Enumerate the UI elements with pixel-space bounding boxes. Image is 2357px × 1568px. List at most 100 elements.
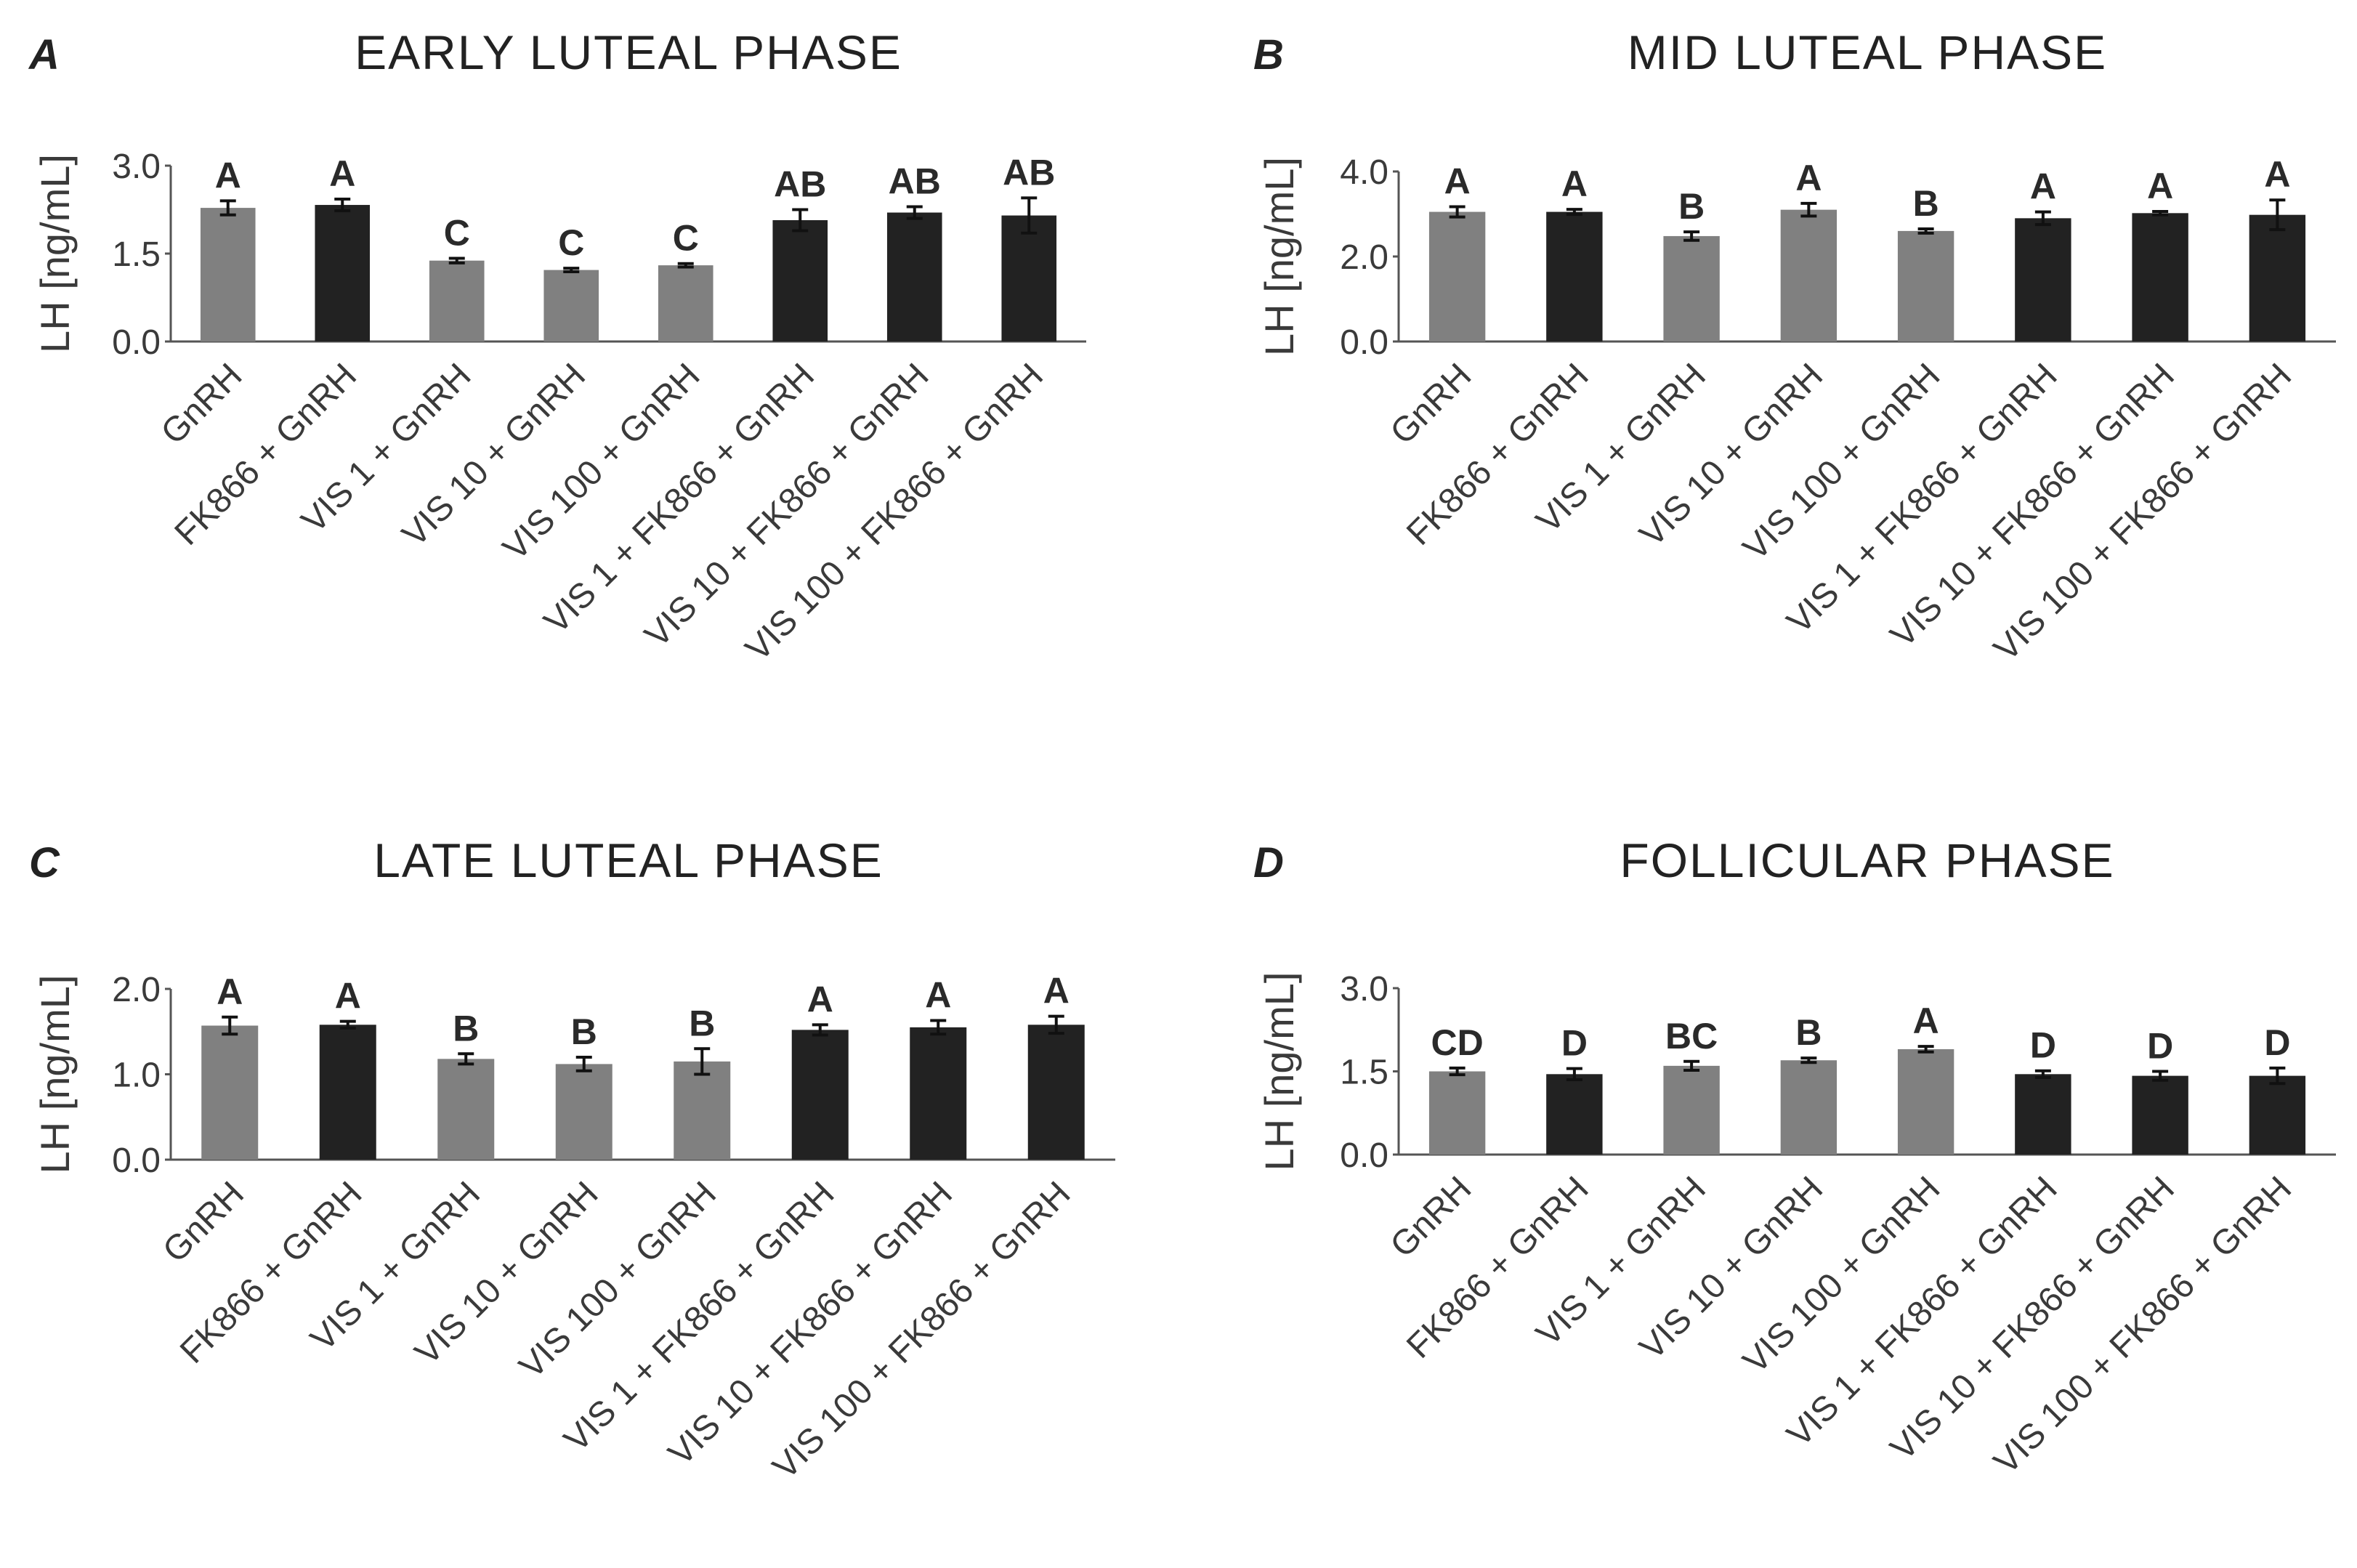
bar [2249, 214, 2306, 342]
error-bar [1449, 1066, 1465, 1077]
x-tick-label: VIS 100 + GnRH [1736, 356, 1947, 567]
x-tick-label: GnRH [155, 1174, 251, 1270]
y-tick-label: 1.5 [1340, 1054, 1388, 1092]
panel-c: C LATE LUTEAL PHASE LH [ng/mL] 0.0 1.0 2.0 A Gn… [29, 833, 1115, 1487]
significance-label: D [2147, 1026, 2173, 1067]
bar [2132, 1075, 2188, 1155]
bar [658, 265, 713, 342]
significance-label: A [925, 974, 951, 1015]
error-bar [1566, 1067, 1582, 1081]
y-tick-label: 0.0 [1340, 1136, 1388, 1175]
bar [1428, 211, 1486, 342]
bar [2249, 1075, 2306, 1155]
error-bar [1021, 196, 1038, 235]
bar [543, 270, 599, 342]
x-tick-label: GnRH [154, 356, 250, 452]
bar [1546, 1074, 1603, 1155]
significance-label: B [689, 1003, 715, 1043]
significance-label: BC [1665, 1016, 1718, 1056]
bar [437, 1059, 495, 1160]
significance-label: A [329, 153, 355, 194]
y-tick-label: 4.0 [1340, 153, 1388, 192]
bar [200, 208, 256, 342]
bar [1897, 1048, 1954, 1155]
significance-label: A [217, 971, 243, 1012]
bar [1780, 209, 1838, 342]
bar [886, 212, 942, 342]
panel-title: FOLLICULAR PHASE [1620, 833, 2114, 887]
significance-label: AB [889, 161, 941, 201]
y-tick-label: 3.0 [112, 147, 161, 186]
error-bar [792, 208, 809, 233]
x-tick-label: VIS 100 + GnRH [496, 356, 707, 567]
bar [674, 1061, 731, 1160]
significance-label: B [453, 1008, 479, 1048]
error-bar [219, 199, 236, 217]
y-tick-label: 0.0 [112, 1141, 161, 1180]
error-bar [2269, 198, 2286, 232]
bar [1780, 1060, 1838, 1155]
bar [910, 1027, 967, 1160]
error-bar [458, 1052, 474, 1066]
bar [2015, 1074, 2071, 1155]
error-bar [334, 197, 351, 213]
bar [1027, 1025, 1085, 1160]
error-bar [1048, 1014, 1064, 1035]
error-bar [575, 1056, 592, 1072]
significance-label: A [215, 155, 241, 195]
bar [1663, 235, 1720, 342]
significance-label: AB [1003, 152, 1055, 193]
error-bar [563, 267, 580, 274]
significance-label: A [1913, 1001, 1939, 1041]
panel-letter: C [29, 839, 60, 886]
panel-a: A EARLY LUTEAL PHASE LH [ng/mL] 0.0 1.5 3.0 A G… [28, 25, 1086, 668]
panel-letter: D [1253, 839, 1284, 886]
significance-label: CD [1431, 1022, 1484, 1063]
bar [429, 260, 485, 342]
significance-label: B [1795, 1012, 1822, 1053]
significance-label: AB [774, 164, 826, 205]
significance-label: C [444, 212, 470, 253]
error-bar [1917, 1045, 1934, 1054]
panel-letter: A [28, 31, 60, 78]
error-bar [1800, 201, 1817, 218]
bar [1001, 215, 1057, 342]
significance-label: A [2264, 154, 2290, 195]
significance-label: B [571, 1011, 597, 1052]
significance-label: B [1913, 183, 1939, 224]
bar [1663, 1065, 1720, 1155]
significance-label: A [2030, 166, 2056, 207]
significance-label: A [1795, 158, 1822, 198]
bar [1428, 1071, 1486, 1155]
error-bar [448, 256, 465, 264]
panel-title: EARLY LUTEAL PHASE [355, 25, 902, 79]
error-bar [1800, 1056, 1817, 1064]
significance-label: A [1043, 971, 1070, 1011]
error-bar [812, 1023, 828, 1037]
y-tick-label: 3.0 [1340, 970, 1388, 1009]
significance-label: A [1561, 163, 1588, 204]
y-axis-label: LH [ng/mL] [1256, 157, 1302, 356]
panel-b: B MID LUTEAL PHASE LH [ng/mL] 0.0 2.0 4.0 A GnR… [1253, 25, 2336, 668]
y-axis-label: LH [ng/mL] [1256, 972, 1302, 1171]
error-bar [1449, 205, 1465, 219]
bar [1546, 211, 1603, 342]
panel-title: LATE LUTEAL PHASE [373, 833, 884, 887]
y-axis-label: LH [ng/mL] [32, 154, 78, 353]
y-tick-label: 1.5 [112, 235, 161, 274]
significance-label: A [1444, 161, 1471, 202]
error-bar [1917, 227, 1934, 235]
error-bar [1683, 230, 1700, 242]
significance-label: B [1678, 186, 1705, 227]
error-bar [930, 1019, 947, 1036]
error-bar [339, 1019, 356, 1030]
y-tick-label: 2.0 [1340, 238, 1388, 277]
panel-title: MID LUTEAL PHASE [1628, 25, 2107, 79]
error-bar [1683, 1059, 1700, 1072]
bar [2132, 213, 2188, 342]
error-bar [2034, 1069, 2051, 1079]
error-bar [2269, 1066, 2286, 1086]
y-tick-label: 0.0 [1340, 323, 1388, 362]
